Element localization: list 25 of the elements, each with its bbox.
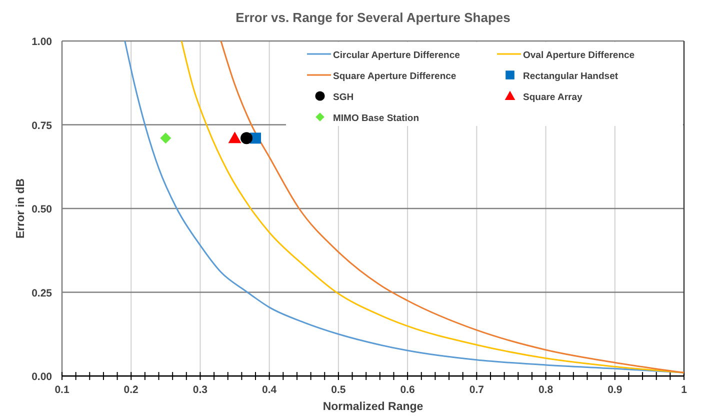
x-tick-label: 0.9 <box>608 384 622 396</box>
y-axis-title: Error in dB <box>15 178 27 239</box>
x-tick-label: 0.5 <box>331 384 346 396</box>
legend-label: Square Array <box>523 92 584 103</box>
y-tick-label: 0.75 <box>32 120 52 132</box>
y-tick-label: 1.00 <box>32 36 52 48</box>
chart-title: Error vs. Range for Several Aperture Shapes <box>236 10 510 25</box>
y-tick-label: 0.50 <box>32 204 52 216</box>
x-tick-label: 0.1 <box>54 384 70 396</box>
x-tick-label: 0.6 <box>400 384 416 396</box>
x-tick-label: 0.7 <box>469 384 484 396</box>
y-tick-label: 0.00 <box>32 371 52 383</box>
x-tick-label: 1 <box>681 384 688 396</box>
legend-label: Oval Aperture Difference <box>523 50 635 61</box>
y-tick-label: 0.25 <box>32 287 52 300</box>
x-axis-title: Normalized Range <box>322 401 424 413</box>
x-tick-label: 0.3 <box>192 384 208 396</box>
legend-label: Rectangular Handset <box>523 71 619 82</box>
legend-label: SGH <box>333 92 354 103</box>
legend-label: Square Aperture Difference <box>333 71 456 82</box>
x-tick-label: 0.2 <box>124 384 139 396</box>
x-tick-label: 0.8 <box>538 384 554 396</box>
legend-label: MIMO Base Station <box>333 113 420 124</box>
x-tick-label: 0.4 <box>262 384 277 396</box>
legend-label: Circular Aperture Difference <box>333 50 460 61</box>
